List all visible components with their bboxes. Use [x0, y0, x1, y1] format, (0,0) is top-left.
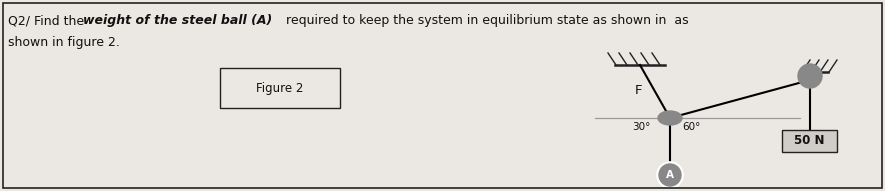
Text: shown in figure 2.: shown in figure 2.	[8, 36, 119, 49]
Text: 60°: 60°	[682, 122, 700, 132]
Bar	[782, 130, 837, 152]
Text: 30°: 30°	[632, 122, 650, 132]
Text: Q2/ Find the: Q2/ Find the	[8, 14, 89, 27]
Bar	[220, 68, 340, 108]
Text: 50 N: 50 N	[794, 134, 824, 147]
Text: required to keep the system in equilibrium state as shown in  as: required to keep the system in equilibri…	[282, 14, 689, 27]
Ellipse shape	[658, 111, 682, 125]
Text: A: A	[666, 170, 674, 180]
Text: weight of the steel ball (A): weight of the steel ball (A)	[83, 14, 273, 27]
Circle shape	[657, 162, 683, 188]
Text: Figure 2: Figure 2	[257, 82, 304, 95]
Text: F: F	[635, 83, 643, 96]
Circle shape	[659, 164, 681, 186]
Circle shape	[798, 64, 822, 88]
